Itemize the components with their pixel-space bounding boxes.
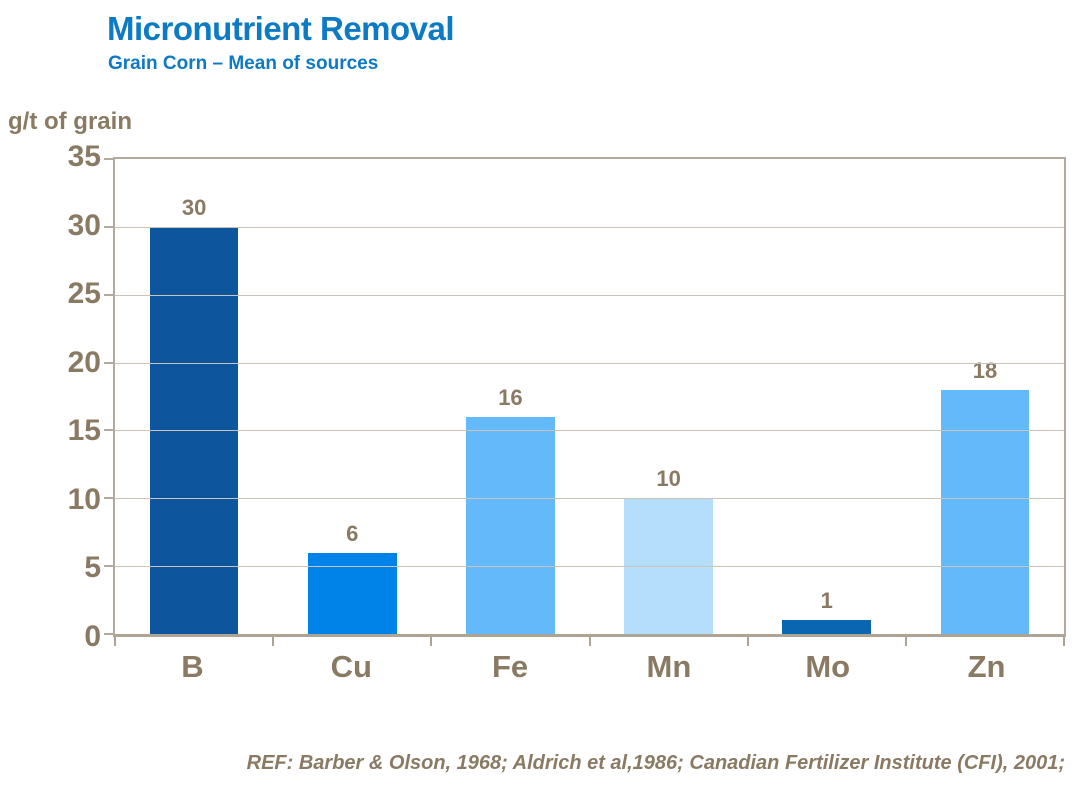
y-tick-label-5: 5	[84, 551, 101, 585]
bar-Mo	[782, 620, 872, 634]
chart-title: Micronutrient Removal	[107, 10, 455, 47]
gridline-30	[115, 226, 1064, 228]
y-tick-label-15: 15	[67, 414, 101, 448]
gridline-5	[115, 566, 1064, 568]
y-tick-15	[104, 429, 113, 432]
x-category-label-Fe: Fe	[491, 649, 529, 684]
gridline-20	[115, 362, 1064, 364]
bar-value-label-Mn: 10	[656, 466, 681, 492]
y-tick-10	[104, 497, 113, 500]
bar-slot-B: 30	[115, 159, 273, 634]
x-tick-2	[430, 637, 433, 646]
x-category-label-B: B	[181, 649, 204, 684]
y-axis-tick-labels: 0 5 10 15 20 25 30 35	[0, 142, 101, 652]
reference-line: REF: Barber & Olson, 1968; Aldrich et al…	[246, 752, 1065, 774]
y-axis-unit-label: g/t of grain	[8, 108, 132, 135]
y-tick-label-20: 20	[67, 345, 101, 379]
bars-layer: 30 6 16 10 1 18	[115, 159, 1064, 634]
x-category-label-Mn: Mn	[646, 649, 692, 684]
y-tick-label-30: 30	[67, 208, 101, 242]
y-tick-30	[104, 225, 113, 228]
bar-slot-Mo: 1	[748, 159, 906, 634]
x-category-label-Cu: Cu	[330, 649, 372, 684]
references-block: REF: Barber & Olson, 1968; Aldrich et al…	[3, 693, 1065, 787]
bar-value-label-Fe: 16	[498, 384, 523, 410]
y-tick-label-10: 10	[67, 482, 101, 516]
chart-subtitle: Grain Corn – Mean of sources	[108, 53, 379, 74]
x-tick-5	[904, 637, 907, 646]
bar-value-label-Cu: 6	[346, 520, 359, 546]
y-tick-20	[104, 361, 113, 364]
bar-slot-Cu: 6	[273, 159, 431, 634]
bar-slot-Mn: 10	[590, 159, 748, 634]
bar-value-label-Mo: 1	[820, 588, 833, 614]
bar-Fe	[466, 416, 555, 634]
y-tick-35	[104, 158, 113, 160]
gridline-10	[115, 498, 1064, 500]
x-tick-6	[1063, 637, 1065, 646]
bar-value-label-B: 30	[181, 194, 207, 220]
x-tick-4	[746, 637, 749, 646]
gridline-15	[115, 430, 1064, 432]
x-tick-1	[272, 637, 275, 646]
y-tick-label-35: 35	[67, 140, 101, 173]
gridline-25	[115, 294, 1064, 296]
y-tick-0	[104, 633, 113, 635]
x-tick-0	[114, 637, 116, 646]
y-tick-25	[104, 293, 113, 296]
x-category-label-Zn: Zn	[967, 649, 1006, 684]
plot-area: 30 6 16 10 1 18	[104, 157, 1066, 646]
bar-Zn	[940, 389, 1030, 634]
bar-slot-Zn: 18	[906, 159, 1064, 634]
y-tick-label-0: 0	[84, 620, 101, 653]
bar-value-label-Zn: 18	[972, 357, 998, 383]
x-tick-3	[588, 637, 591, 646]
x-axis-category-labels: B Cu Fe Mn Mo Zn	[113, 649, 1066, 685]
bar-Cu	[307, 552, 397, 634]
y-tick-5	[104, 565, 113, 568]
y-tick-label-25: 25	[67, 277, 101, 311]
bar-slot-Fe: 16	[431, 159, 589, 634]
x-category-label-Mo: Mo	[805, 649, 851, 684]
